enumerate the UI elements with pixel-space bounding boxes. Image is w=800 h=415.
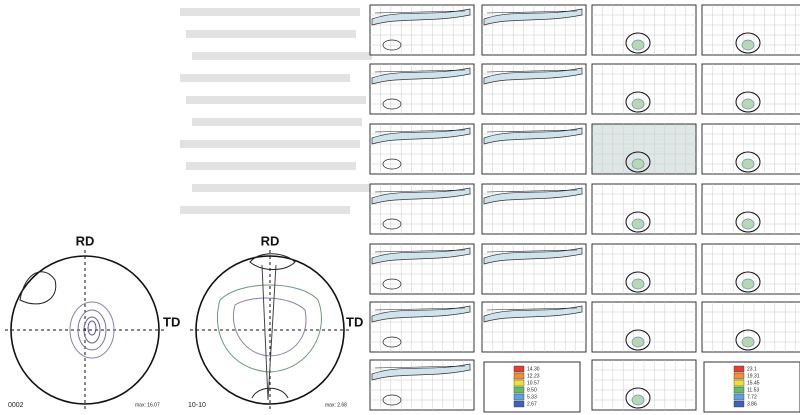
rd-label: RD [76, 233, 95, 248]
odf-sections [370, 5, 800, 410]
odf-panel [482, 64, 586, 114]
contour-inner [632, 219, 644, 229]
max-label: max: 2.68 [325, 402, 347, 408]
text-line [186, 162, 356, 170]
odf-panel [370, 64, 474, 114]
odf-panel [702, 302, 800, 352]
odf-panel [702, 64, 800, 114]
text-line [186, 30, 356, 38]
legend-swatch [734, 387, 744, 393]
contour-inner [632, 99, 644, 109]
odf-panel [592, 124, 696, 174]
text-line [180, 74, 350, 82]
odf-panel [482, 302, 586, 352]
odf-panel [702, 124, 800, 174]
td-label: TD [163, 314, 180, 329]
odf-panel [370, 184, 474, 234]
legend-value: 8.50 [527, 387, 537, 393]
odf-panel [482, 244, 586, 294]
legend-swatch [734, 394, 744, 400]
legend-swatch [514, 394, 524, 400]
odf-panel [702, 5, 800, 55]
contour-inner [742, 219, 754, 229]
legend-value: 14.30 [527, 366, 540, 372]
text-line [180, 140, 360, 148]
contour-inner [742, 279, 754, 289]
plane-label: 10-10 [188, 402, 206, 409]
legend-swatch [734, 366, 744, 372]
legend-swatch [514, 366, 524, 372]
odf-panel [702, 244, 800, 294]
text-line [192, 52, 372, 60]
contour-inner [632, 337, 644, 347]
legend-value: 15.45 [747, 380, 760, 386]
text-line [180, 206, 350, 214]
contour-inner [742, 159, 754, 169]
odf-panel [370, 244, 474, 294]
contour-inner [632, 279, 644, 289]
odf-panel [592, 64, 696, 114]
odf-panel [592, 302, 696, 352]
odf-panel [592, 5, 696, 55]
legend-swatch [514, 373, 524, 379]
legend-value: 7.72 [747, 394, 757, 400]
legend-swatch [734, 380, 744, 386]
legend-swatch [514, 380, 524, 386]
rd-label: RD [261, 233, 280, 248]
odf-panel [592, 184, 696, 234]
td-label: TD [346, 314, 363, 329]
plane-label: 0002 [8, 402, 24, 409]
max-label: max: 16.07 [135, 402, 160, 408]
odf-panel [482, 124, 586, 174]
legend-value: 19.31 [747, 373, 760, 379]
text-line [192, 184, 372, 192]
contour-inner [632, 40, 644, 50]
contour-inner [632, 395, 644, 405]
odf-panel [370, 124, 474, 174]
odf-panel [370, 5, 474, 55]
legend-swatch [514, 401, 524, 407]
text-line [186, 96, 366, 104]
contour-inner [742, 40, 754, 50]
text-line [192, 118, 362, 126]
legend-swatch [734, 401, 744, 407]
odf-panel [482, 184, 586, 234]
legend-value: 2.67 [527, 401, 537, 407]
legend-value: 12.23 [527, 373, 540, 379]
figure: RD TD 0002 max: 16.07 RD TD 10-10 max: 2… [0, 0, 800, 415]
contour-inner [742, 99, 754, 109]
legend-swatch [734, 373, 744, 379]
legend-value: 11.53 [747, 387, 759, 393]
legend-value: 23.1 [747, 366, 757, 372]
odf-panel [370, 360, 474, 410]
odf-panel [482, 5, 586, 55]
legend-value: 5.33 [527, 394, 537, 400]
legend-swatch [514, 387, 524, 393]
legend-value: 3.86 [747, 401, 757, 407]
legend-value: 10.57 [527, 380, 540, 386]
odf-panel [370, 302, 474, 352]
text-line [180, 8, 360, 16]
contour-inner [742, 337, 754, 347]
odf-panel [702, 184, 800, 234]
odf-panel [592, 244, 696, 294]
odf-panel [592, 360, 696, 410]
contour-inner [632, 159, 644, 169]
